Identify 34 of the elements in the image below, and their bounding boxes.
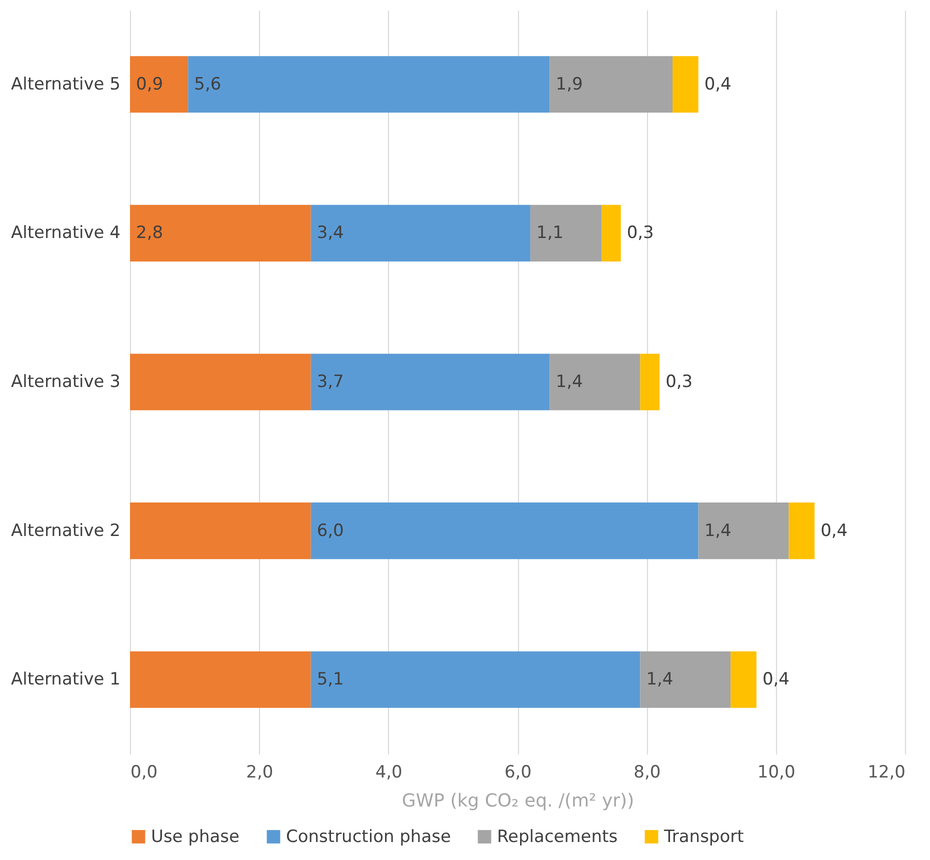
data-label: 1,4 — [646, 670, 674, 690]
x-tick-label: 12,0 — [868, 762, 906, 782]
data-label: 6,0 — [316, 520, 344, 541]
y-tick-label: Alternative 4 — [11, 223, 120, 244]
data-label: 3,4 — [316, 223, 344, 244]
y-tick-label: Alternative 3 — [11, 372, 120, 392]
x-axis-title: GWP (kg CO₂ eq. /(m² yr)) — [402, 790, 634, 812]
data-label: 1,1 — [536, 223, 564, 244]
x-tick-label: 10,0 — [757, 762, 796, 782]
legend-label: Replacements — [497, 826, 618, 847]
data-label: 0,3 — [666, 372, 693, 392]
data-label: 3,7 — [316, 372, 344, 392]
data-label: 1,4 — [704, 520, 732, 541]
x-tick-label: 4,0 — [375, 762, 402, 782]
data-label: 1,9 — [556, 74, 583, 94]
x-tick-label: 2,0 — [246, 762, 274, 782]
legend-label: Transport — [663, 826, 744, 847]
data-label: 5,6 — [194, 74, 222, 94]
legend-label: Use phase — [151, 826, 240, 847]
data-label: 0,4 — [820, 520, 848, 541]
x-tick-label: 6,0 — [504, 762, 532, 782]
y-tick-label: Alternative 5 — [11, 74, 120, 94]
x-tick-label: 0,0 — [130, 762, 158, 782]
x-tick-label: 8,0 — [634, 762, 661, 782]
data-label: 1,4 — [556, 372, 583, 392]
y-tick-label: Alternative 2 — [11, 520, 120, 541]
data-label: 2,8 — [136, 223, 164, 244]
y-tick-label: Alternative 1 — [11, 670, 120, 690]
data-label: 5,1 — [316, 670, 344, 690]
data-label: 0,4 — [762, 670, 790, 690]
data-label: 0,3 — [626, 223, 654, 244]
legend-label: Construction phase — [286, 826, 451, 847]
data-label: 0,9 — [136, 74, 164, 94]
data-label: 0,4 — [704, 74, 732, 94]
